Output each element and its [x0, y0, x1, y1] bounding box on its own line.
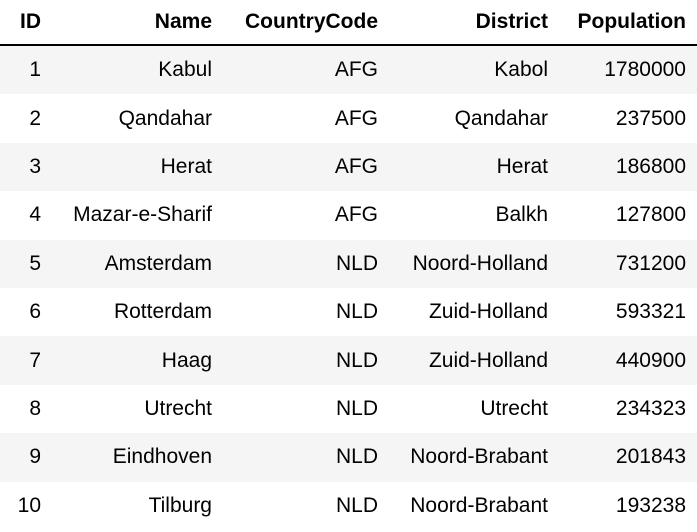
cell-name: Tilburg: [50, 481, 221, 530]
header-district: District: [387, 0, 557, 46]
cell-countrycode: AFG: [221, 142, 387, 192]
table-row: 7 Haag NLD Zuid-Holland 440900: [0, 336, 697, 385]
cell-id: 2: [0, 94, 50, 143]
table-row: 8 Utrecht NLD Utrecht 234323: [0, 384, 697, 434]
cell-district: Qandahar: [387, 94, 557, 143]
header-id: ID: [0, 0, 50, 46]
cell-district: Noord-Brabant: [387, 433, 557, 482]
cell-id: 5: [0, 239, 50, 288]
cell-countrycode: NLD: [221, 239, 387, 288]
cell-district: Noord-Holland: [387, 239, 557, 288]
table-row: 3 Herat AFG Herat 186800: [0, 142, 697, 192]
table-row: 5 Amsterdam NLD Noord-Holland 731200: [0, 239, 697, 288]
table-row: 2 Qandahar AFG Qandahar 237500: [0, 94, 697, 143]
cell-id: 3: [0, 142, 50, 192]
cell-district: Zuid-Holland: [387, 287, 557, 337]
cell-name: Herat: [50, 142, 221, 192]
header-countrycode: CountryCode: [221, 0, 387, 46]
cell-countrycode: AFG: [221, 94, 387, 143]
cell-district: Zuid-Holland: [387, 336, 557, 385]
cell-id: 1: [0, 45, 50, 95]
cell-district: Herat: [387, 142, 557, 192]
cell-countrycode: NLD: [221, 336, 387, 385]
table-header: ID Name CountryCode District Population: [0, 0, 697, 46]
cell-id: 7: [0, 336, 50, 385]
cell-population: 186800: [557, 142, 697, 192]
table-row: 6 Rotterdam NLD Zuid-Holland 593321: [0, 287, 697, 337]
table-row: 4 Mazar-e-Sharif AFG Balkh 127800: [0, 191, 697, 240]
cell-name: Haag: [50, 336, 221, 385]
header-name: Name: [50, 0, 221, 46]
cell-id: 10: [0, 481, 50, 530]
cell-countrycode: NLD: [221, 481, 387, 530]
header-population: Population: [557, 0, 697, 46]
cell-population: 201843: [557, 433, 697, 482]
cell-name: Utrecht: [50, 384, 221, 434]
cell-name: Kabul: [50, 45, 221, 95]
cell-id: 9: [0, 433, 50, 482]
table-row: 9 Eindhoven NLD Noord-Brabant 201843: [0, 433, 697, 482]
cell-population: 237500: [557, 94, 697, 143]
cell-population: 440900: [557, 336, 697, 385]
header-row: ID Name CountryCode District Population: [0, 0, 697, 46]
cell-population: 731200: [557, 239, 697, 288]
cell-id: 4: [0, 191, 50, 240]
cell-name: Rotterdam: [50, 287, 221, 337]
cell-countrycode: NLD: [221, 433, 387, 482]
table-row: 10 Tilburg NLD Noord-Brabant 193238: [0, 481, 697, 530]
cell-population: 593321: [557, 287, 697, 337]
cell-countrycode: NLD: [221, 384, 387, 434]
cell-population: 1780000: [557, 45, 697, 95]
cell-population: 193238: [557, 481, 697, 530]
cell-name: Qandahar: [50, 94, 221, 143]
cell-countrycode: AFG: [221, 45, 387, 95]
cell-population: 234323: [557, 384, 697, 434]
cell-district: Utrecht: [387, 384, 557, 434]
cell-population: 127800: [557, 191, 697, 240]
cell-name: Eindhoven: [50, 433, 221, 482]
table-row: 1 Kabul AFG Kabol 1780000: [0, 45, 697, 95]
cell-district: Kabol: [387, 45, 557, 95]
cell-name: Amsterdam: [50, 239, 221, 288]
table-body: 1 Kabul AFG Kabol 1780000 2 Qandahar AFG Qandaha…: [0, 45, 697, 530]
cell-district: Noord-Brabant: [387, 481, 557, 530]
cell-countrycode: NLD: [221, 287, 387, 337]
cell-countrycode: AFG: [221, 191, 387, 240]
cell-id: 6: [0, 287, 50, 337]
cell-name: Mazar-e-Sharif: [50, 191, 221, 240]
cell-district: Balkh: [387, 191, 557, 240]
cell-id: 8: [0, 384, 50, 434]
